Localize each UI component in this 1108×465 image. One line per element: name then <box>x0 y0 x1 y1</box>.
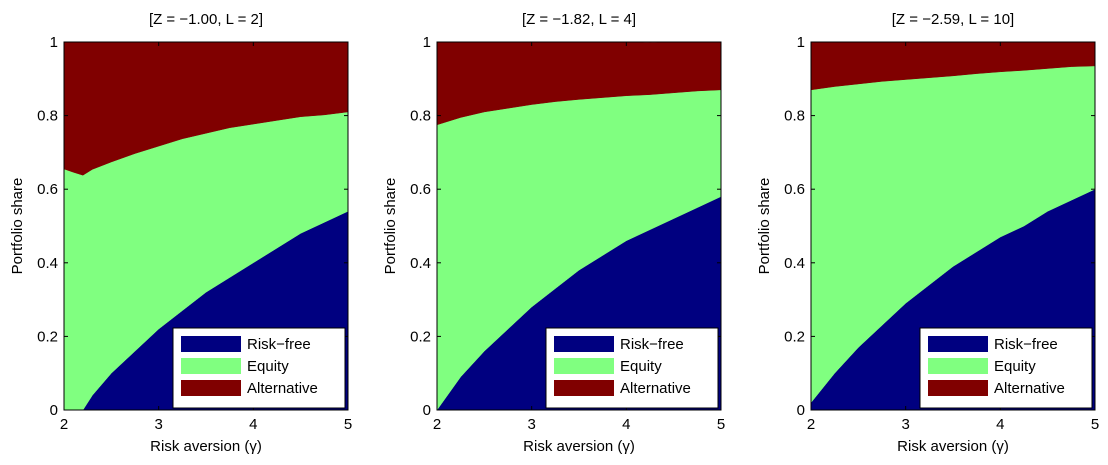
y-axis-label: Portfolio share <box>756 178 773 275</box>
chart-title: [Z = −1.00, L = 2] <box>149 11 263 28</box>
legend-label-equity: Equity <box>247 358 289 375</box>
x-tick-label: 2 <box>433 416 441 433</box>
x-tick-label: 2 <box>807 416 815 433</box>
legend-swatch-risk-free <box>554 336 614 352</box>
chart-title: [Z = −2.59, L = 10] <box>892 11 1014 28</box>
y-tick-label: 0 <box>423 402 431 419</box>
axes-frame <box>436 41 722 411</box>
legend-swatch-equity <box>554 358 614 374</box>
x-tick-label: 5 <box>717 416 725 433</box>
legend: Risk−free Equity Alternative <box>172 327 346 409</box>
axes-frame <box>63 41 349 411</box>
legend: Risk−free Equity Alternative <box>919 327 1093 409</box>
y-tick-label: 1 <box>423 34 431 51</box>
y-tick-label: 0.2 <box>784 328 805 345</box>
x-axis-label: Risk aversion (γ) <box>897 438 1009 455</box>
x-tick-label: 5 <box>1091 416 1099 433</box>
x-tick-label: 2 <box>60 416 68 433</box>
y-tick-label: 0.6 <box>410 181 431 198</box>
legend-label-alternative: Alternative <box>620 380 691 397</box>
legend-label-risk-free: Risk−free <box>247 336 311 353</box>
chart-panel-3: 2 3 4 5 0 0.2 0.4 0.6 0.8 1 [Z = −2.59, L = 10] Ris… <box>756 11 1099 455</box>
legend-swatch-risk-free <box>181 336 241 352</box>
x-axis-label: Risk aversion (γ) <box>150 438 262 455</box>
legend-label-equity: Equity <box>620 358 662 375</box>
legend: Risk−free Equity Alternative <box>545 327 719 409</box>
legend-swatch-alternative <box>181 380 241 396</box>
y-tick-label: 0.4 <box>410 255 431 272</box>
chart-title: [Z = −1.82, L = 4] <box>522 11 636 28</box>
legend-label-alternative: Alternative <box>247 380 318 397</box>
y-tick-label: 0.8 <box>37 108 58 125</box>
y-axis-label: Portfolio share <box>382 178 399 275</box>
y-tick-label: 0.6 <box>37 181 58 198</box>
y-tick-label: 0.6 <box>784 181 805 198</box>
axes-frame <box>810 41 1096 411</box>
legend-swatch-risk-free <box>928 336 988 352</box>
x-axis-label: Risk aversion (γ) <box>523 438 635 455</box>
y-tick-label: 0.8 <box>410 108 431 125</box>
legend-label-alternative: Alternative <box>994 380 1065 397</box>
legend-label-risk-free: Risk−free <box>994 336 1058 353</box>
y-tick-label: 1 <box>50 34 58 51</box>
chart-panel-1: 2 3 4 5 0 0.2 0.4 0.6 0.8 1 [Z = −1.00, L = 2] Risk… <box>9 11 352 455</box>
legend-swatch-alternative <box>554 380 614 396</box>
legend-swatch-equity <box>181 358 241 374</box>
y-tick-label: 0.8 <box>784 108 805 125</box>
y-tick-label: 0.4 <box>784 255 805 272</box>
x-tick-label: 4 <box>622 416 630 433</box>
x-tick-label: 4 <box>996 416 1004 433</box>
x-tick-label: 3 <box>154 416 162 433</box>
y-tick-label: 0.2 <box>37 328 58 345</box>
y-tick-label: 1 <box>797 34 805 51</box>
y-tick-label: 0.4 <box>37 255 58 272</box>
y-tick-label: 0 <box>797 402 805 419</box>
legend-label-risk-free: Risk−free <box>620 336 684 353</box>
x-tick-label: 4 <box>249 416 257 433</box>
x-tick-label: 5 <box>344 416 352 433</box>
x-tick-label: 3 <box>901 416 909 433</box>
y-tick-label: 0.2 <box>410 328 431 345</box>
legend-swatch-alternative <box>928 380 988 396</box>
x-tick-label: 3 <box>527 416 535 433</box>
y-axis-label: Portfolio share <box>9 178 26 275</box>
legend-swatch-equity <box>928 358 988 374</box>
chart-panel-2: 2 3 4 5 0 0.2 0.4 0.6 0.8 1 [Z = −1.82, L = 4] Risk… <box>382 11 725 455</box>
legend-label-equity: Equity <box>994 358 1036 375</box>
y-tick-label: 0 <box>50 402 58 419</box>
